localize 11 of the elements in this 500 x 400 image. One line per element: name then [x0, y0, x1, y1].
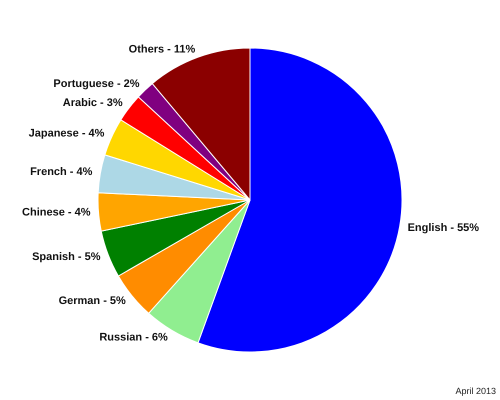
- slice-label: French - 4%: [30, 166, 93, 178]
- slice-label: Japanese - 4%: [28, 128, 105, 140]
- slice-label: Arabic - 3%: [62, 97, 123, 110]
- slice-label: German - 5%: [58, 294, 126, 307]
- text: April 2013: [455, 386, 496, 396]
- slice-label: Spanish - 5%: [32, 251, 101, 264]
- slice-label: Russian - 6%: [99, 331, 168, 344]
- slice-label: Others - 11%: [128, 44, 196, 56]
- slice-label: English - 55%: [408, 222, 480, 234]
- slice-label: Chinese - 4%: [22, 206, 91, 219]
- slice-label: Portuguese - 2%: [53, 78, 140, 90]
